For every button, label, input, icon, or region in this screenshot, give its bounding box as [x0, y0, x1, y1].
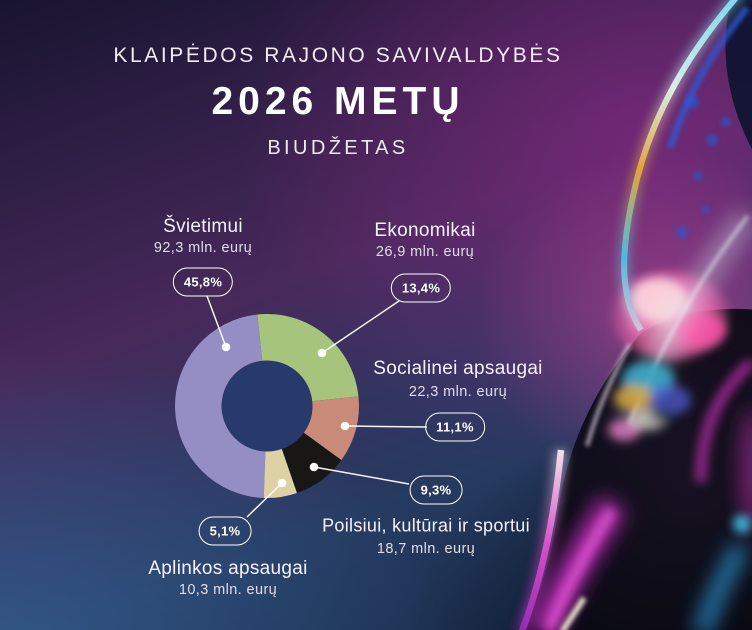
donut-segment-3: [303, 396, 360, 461]
donut-segment-2: [257, 313, 359, 402]
category-pct-pill-socialinei-apsaugai: 11,1%: [425, 412, 485, 442]
category-amount-socialinei-apsaugai: 22,3 mln. eurų: [408, 384, 508, 400]
category-amount-aplinkos-apsaugai: 10,3 mln. eurų: [178, 582, 278, 598]
category-pct-pill-poilsiui-kulturai-sportui: 9,3%: [409, 475, 463, 505]
category-amount-ekonomikai: 26,9 mln. eurų: [375, 244, 475, 260]
budget-subtitle: BIUDŽETAS: [267, 137, 409, 159]
donut-chart: [174, 313, 360, 498]
category-amount-svietimui: 92,3 mln. eurų: [153, 240, 253, 256]
budget-owner-title: KLAIPĖDOS RAJONO SAVIVALDYBĖS: [113, 44, 563, 67]
category-label-svietimui: Švietimui: [163, 216, 243, 237]
category-label-ekonomikai: Ekonomikai: [374, 220, 476, 241]
category-amount-poilsiui-kulturai-sportui: 18,7 mln. eurų: [376, 541, 476, 557]
category-pct-pill-aplinkos-apsaugai: 5,1%: [198, 516, 252, 546]
donut-segment-1: [174, 314, 266, 498]
category-label-aplinkos-apsaugai: Aplinkos apsaugai: [148, 558, 308, 579]
budget-year-title: 2026 METŲ: [211, 80, 465, 123]
donut-hole: [222, 361, 312, 451]
category-label-poilsiui-kulturai-sportui: Poilsiui, kultūrai ir sportui: [322, 515, 530, 536]
category-pct-pill-svietimui: 45,8%: [172, 267, 234, 297]
category-label-socialinei-apsaugai: Socialinei apsaugai: [373, 358, 543, 379]
category-pct-pill-ekonomikai: 13,4%: [390, 273, 452, 303]
